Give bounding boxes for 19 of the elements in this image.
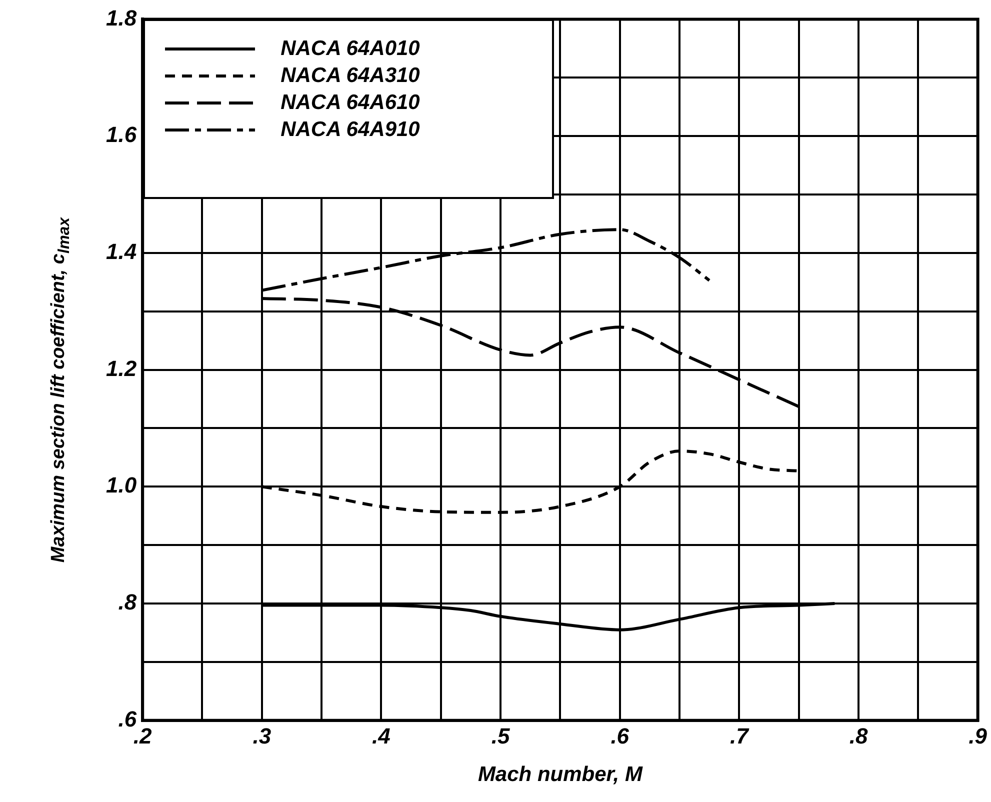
x-tick-label: .3	[252, 724, 272, 749]
legend-label: NACA 64A610	[280, 90, 420, 115]
legend-label: NACA 64A310	[280, 64, 420, 88]
y-tick-label: 1.6	[106, 122, 138, 148]
x-tick-label: .5	[491, 724, 510, 749]
legend-label: NACA 64A910	[280, 118, 420, 142]
x-tick-label: .7	[730, 724, 750, 749]
y-tick-label: .8	[118, 590, 138, 615]
x-axis-title: Mach number, M	[478, 763, 643, 786]
y-tick-label: 1.2	[106, 356, 138, 381]
y-tick-label: 1.4	[106, 238, 137, 264]
x-tick-label: .8	[849, 724, 868, 749]
x-tick-label: .6	[610, 724, 630, 749]
y-tick-label: 1.0	[106, 472, 138, 498]
legend-label: NACA 64A010	[280, 36, 420, 61]
y-tick-label: 1.8	[106, 5, 138, 30]
x-tick-label: .4	[372, 724, 390, 749]
y-tick-label: .6	[118, 706, 138, 732]
x-tick-label: .9	[968, 724, 988, 749]
